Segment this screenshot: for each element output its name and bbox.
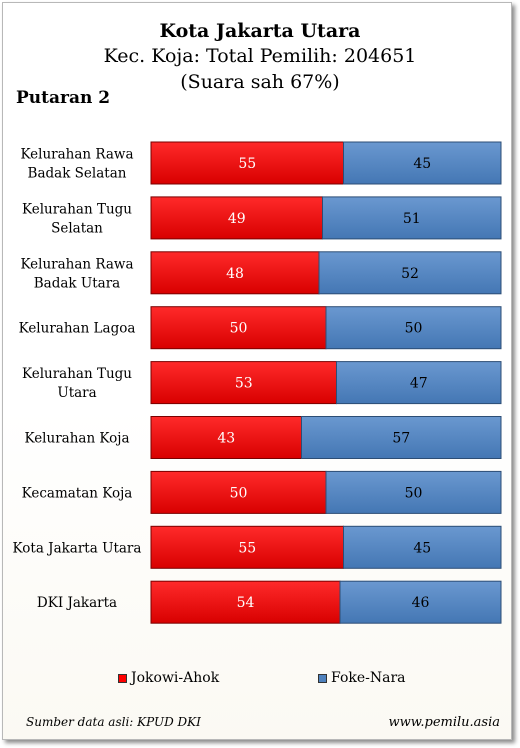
legend-swatch-jokowi-ahok	[118, 673, 127, 683]
category-label: Kelurahan Koja	[24, 431, 129, 447]
legend-label-jokowi-ahok: Jokowi-Ahok	[131, 670, 220, 686]
category-label: DKI Jakarta	[37, 595, 117, 611]
category-label: Kelurahan Rawa Badak Utara	[20, 256, 133, 291]
bar-jokowi-ahok	[150, 251, 320, 295]
data-label: 46	[412, 595, 430, 611]
data-label: 55	[238, 540, 256, 556]
data-label: 50	[405, 321, 423, 337]
bar-foke-nara	[322, 196, 502, 240]
category-label: Kelurahan Tugu Selatan	[22, 201, 132, 236]
chart-subtitle: Kec. Koja: Total Pemilih: 204651	[103, 45, 417, 67]
data-label: 54	[237, 595, 255, 611]
data-label: 43	[217, 431, 235, 447]
bar-foke-nara	[343, 525, 502, 569]
bar-foke-nara	[301, 416, 502, 459]
bar-jokowi-ahok	[150, 416, 302, 459]
data-label: 53	[235, 376, 253, 392]
data-label: 57	[392, 431, 410, 447]
data-label: 49	[228, 211, 246, 227]
website-label: www.pemilu.asia	[388, 715, 500, 730]
bar-foke-nara	[336, 361, 502, 405]
category-label: Kelurahan Lagoa	[19, 321, 136, 337]
category-label: Kelurahan Tugu Utara	[22, 366, 132, 401]
bar-jokowi-ahok	[150, 525, 344, 569]
bar-foke-nara	[339, 580, 502, 624]
bar-jokowi-ahok	[150, 580, 341, 624]
data-label: 55	[238, 156, 256, 172]
chart-subtitle-valid-votes: (Suara sah 67%)	[180, 71, 340, 93]
source-note: Sumber data asli: KPUD DKI	[26, 715, 201, 729]
data-label: 51	[403, 211, 421, 227]
bar-foke-nara	[325, 470, 502, 514]
bar-jokowi-ahok	[150, 141, 344, 185]
round-label: Putaran 2	[16, 88, 111, 108]
bar-jokowi-ahok	[150, 361, 337, 405]
category-label: Kecamatan Koja	[22, 485, 133, 501]
data-label: 45	[413, 540, 431, 556]
legend-item-foke-nara: Foke-Nara	[318, 670, 406, 686]
data-label: 47	[410, 376, 428, 392]
category-label: Kota Jakarta Utara	[13, 540, 142, 556]
data-label: 45	[413, 156, 431, 172]
legend-swatch-foke-nara	[318, 673, 327, 683]
bar-jokowi-ahok	[150, 306, 327, 350]
data-label: 50	[230, 321, 248, 337]
data-label: 48	[226, 266, 244, 282]
bar-foke-nara	[325, 306, 502, 350]
data-label: 50	[230, 485, 248, 501]
stacked-bar-chart: Kelurahan Rawa Badak Selatan 55 45 Kelurahan…	[13, 141, 502, 624]
bar-foke-nara	[343, 141, 502, 185]
data-label: 52	[401, 266, 419, 282]
category-label: Kelurahan Rawa Badak Selatan	[20, 147, 133, 182]
bar-foke-nara	[318, 251, 502, 295]
bar-jokowi-ahok	[150, 470, 327, 514]
data-label: 50	[405, 485, 423, 501]
legend-label-foke-nara: Foke-Nara	[331, 670, 406, 686]
legend-item-jokowi-ahok: Jokowi-Ahok	[118, 670, 219, 686]
chart-title: Kota Jakarta Utara	[159, 20, 361, 42]
